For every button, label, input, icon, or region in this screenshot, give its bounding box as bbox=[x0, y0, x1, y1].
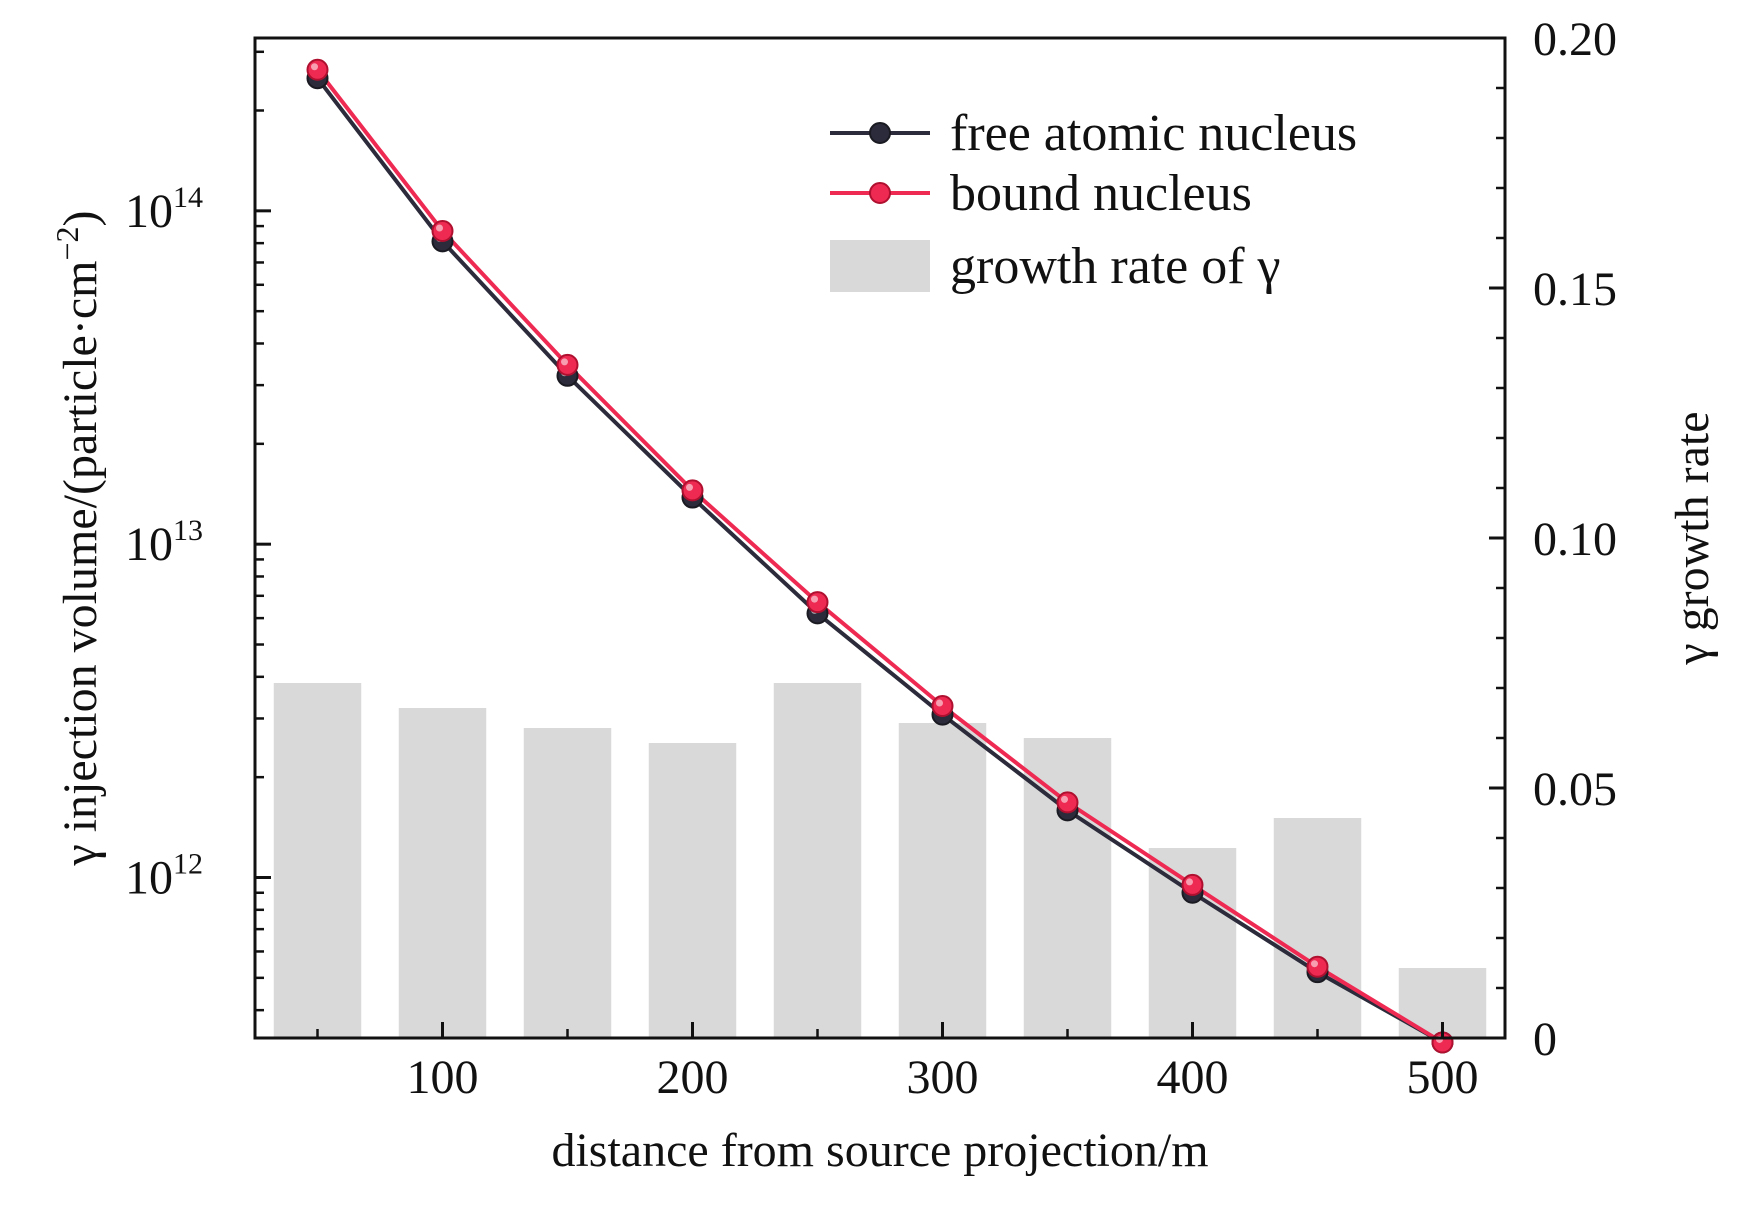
bound-nucleus-line bbox=[315, 68, 1444, 1045]
growth-rate-bar bbox=[1273, 818, 1362, 1038]
growth-rate-bar bbox=[398, 708, 487, 1038]
growth-rate-bar bbox=[898, 723, 987, 1038]
y-right-tick-label: 0.15 bbox=[1533, 263, 1617, 316]
y-left-tick-label: 1012 bbox=[125, 848, 203, 905]
legend-bar-swatch bbox=[830, 240, 930, 292]
y-right-tick-label: 0.20 bbox=[1533, 13, 1617, 66]
y-left-axis-title: γ injection volume/(particle·cm−2) bbox=[49, 210, 107, 866]
series-lines bbox=[306, 58, 1454, 1054]
point-highlight bbox=[311, 63, 318, 71]
legend-label-bound-nucleus: bound nucleus bbox=[950, 165, 1252, 222]
y-left-tick-label: 1014 bbox=[125, 181, 203, 238]
x-tick-label: 300 bbox=[907, 1051, 979, 1104]
growth-rate-bar bbox=[773, 683, 862, 1038]
free-nucleus-line bbox=[315, 76, 1444, 1045]
x-axis-title: distance from source projection/m bbox=[551, 1124, 1208, 1177]
growth-rate-bar bbox=[523, 728, 612, 1038]
bound-nucleus-point bbox=[806, 591, 829, 614]
y-left-tick-label: 1013 bbox=[125, 514, 203, 571]
growth-rate-bar bbox=[1023, 738, 1112, 1038]
growth-rate-bar bbox=[648, 743, 737, 1038]
bound-nucleus-point bbox=[431, 219, 454, 242]
point-highlight bbox=[811, 595, 818, 603]
point-highlight bbox=[436, 224, 443, 232]
x-tick-label: 500 bbox=[1407, 1051, 1479, 1104]
legend-marker bbox=[869, 182, 891, 204]
bound-nucleus-point bbox=[1181, 873, 1204, 896]
bound-nucleus-point bbox=[931, 694, 954, 717]
bound-nucleus-point bbox=[1306, 955, 1329, 978]
point-highlight bbox=[561, 358, 568, 366]
point-highlight bbox=[686, 483, 693, 491]
bound-nucleus-point bbox=[1056, 791, 1079, 814]
point-highlight bbox=[936, 699, 943, 707]
x-tick-label: 100 bbox=[407, 1051, 479, 1104]
legend-marker bbox=[869, 122, 891, 144]
growth-rate-bar bbox=[273, 683, 362, 1038]
x-tick-label: 400 bbox=[1157, 1051, 1229, 1104]
growth-rate-bars bbox=[273, 683, 1487, 1038]
y-right-axis-title: γ growth rate bbox=[1666, 411, 1719, 665]
y-right-tick-label: 0.10 bbox=[1533, 513, 1617, 566]
axes: 100 200 300 400 500 distance from source proj… bbox=[49, 13, 1719, 1177]
point-highlight bbox=[1186, 878, 1193, 886]
point-highlight bbox=[1061, 795, 1068, 803]
y-right-tick-label: 0.05 bbox=[1533, 763, 1617, 816]
bound-nucleus-point bbox=[681, 479, 704, 502]
legend-label-growth-rate: growth rate of γ bbox=[950, 238, 1281, 295]
bound-nucleus-point bbox=[556, 353, 579, 376]
point-highlight bbox=[1311, 960, 1318, 968]
y-right-tick-label: 0 bbox=[1533, 1013, 1557, 1066]
bound-nucleus-point bbox=[306, 58, 329, 81]
legend-label-free-nucleus: free atomic nucleus bbox=[950, 105, 1357, 162]
x-tick-label: 200 bbox=[657, 1051, 729, 1104]
